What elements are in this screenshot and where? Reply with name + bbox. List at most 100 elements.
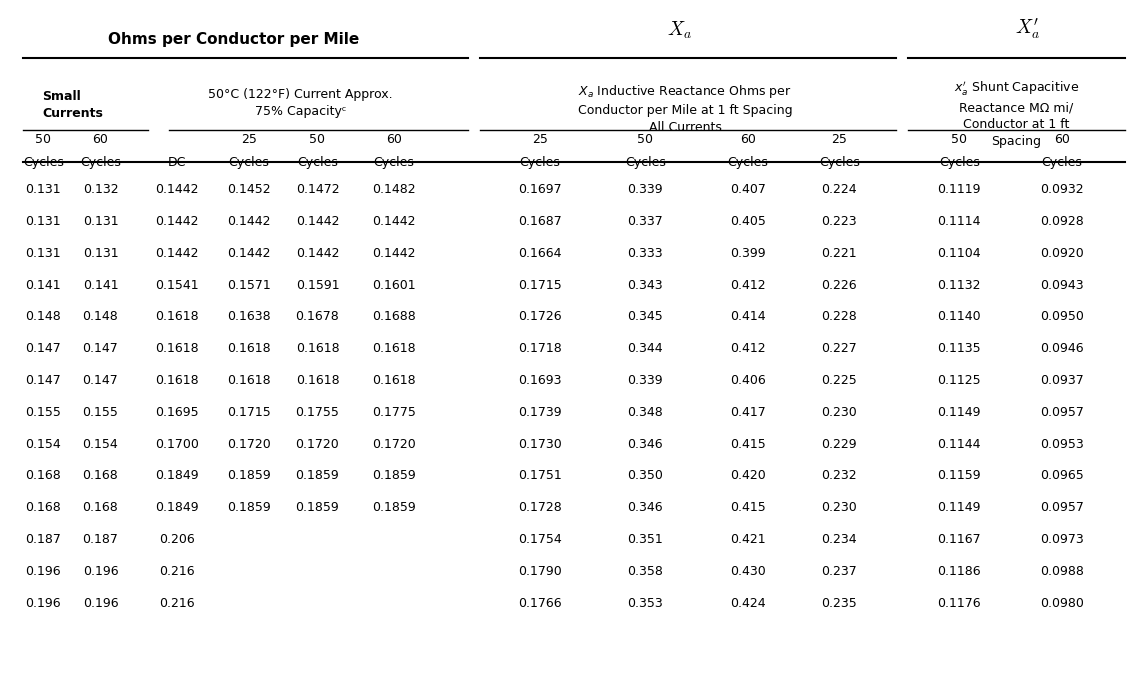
Text: 0.224: 0.224 [821,183,858,196]
Text: 0.1751: 0.1751 [518,469,562,483]
Text: 0.1618: 0.1618 [372,374,416,387]
Text: 0.147: 0.147 [82,342,119,355]
Text: 0.1678: 0.1678 [296,310,339,324]
Text: 0.430: 0.430 [730,565,766,578]
Text: 50: 50 [35,133,51,146]
Text: 0.225: 0.225 [821,374,858,387]
Text: 0.216: 0.216 [159,596,195,610]
Text: 0.1618: 0.1618 [155,342,199,355]
Text: Small
Currents: Small Currents [42,90,103,120]
Text: $X_a$: $X_a$ [667,20,692,41]
Text: 0.1601: 0.1601 [372,278,416,292]
Text: 0.168: 0.168 [25,469,62,483]
Text: 50: 50 [951,133,967,146]
Text: 0.1688: 0.1688 [372,310,416,324]
Text: 0.1775: 0.1775 [372,406,416,419]
Text: 0.1695: 0.1695 [155,406,199,419]
Text: 0.196: 0.196 [25,596,62,610]
Text: 0.0957: 0.0957 [1040,501,1084,515]
Text: 0.141: 0.141 [25,278,62,292]
Text: 0.230: 0.230 [821,406,858,419]
Text: 0.1149: 0.1149 [938,406,981,419]
Text: 0.346: 0.346 [627,437,664,451]
Text: 0.1144: 0.1144 [938,437,981,451]
Text: Cycles: Cycles [520,156,561,169]
Text: 0.232: 0.232 [821,469,858,483]
Text: 0.1442: 0.1442 [155,215,199,228]
Text: 0.337: 0.337 [627,215,664,228]
Text: 0.1859: 0.1859 [372,469,416,483]
Text: 0.230: 0.230 [821,501,858,515]
Text: 0.235: 0.235 [821,596,858,610]
Text: 0.0946: 0.0946 [1040,342,1084,355]
Text: 0.0943: 0.0943 [1040,278,1084,292]
Text: 0.1790: 0.1790 [518,565,562,578]
Text: Cycles: Cycles [939,156,980,169]
Text: 0.141: 0.141 [82,278,119,292]
Text: 0.0928: 0.0928 [1040,215,1084,228]
Text: 0.1114: 0.1114 [938,215,981,228]
Text: 60: 60 [1054,133,1070,146]
Text: 0.1715: 0.1715 [227,406,271,419]
Text: DC: DC [168,156,186,169]
Text: 0.0937: 0.0937 [1040,374,1084,387]
Text: 0.1186: 0.1186 [938,565,981,578]
Text: 0.168: 0.168 [82,501,119,515]
Text: 60: 60 [386,133,402,146]
Text: 0.1638: 0.1638 [227,310,271,324]
Text: 0.187: 0.187 [25,533,62,546]
Text: 0.131: 0.131 [25,246,62,260]
Text: 0.351: 0.351 [627,533,664,546]
Text: 0.1149: 0.1149 [938,501,981,515]
Text: 0.154: 0.154 [25,437,62,451]
Text: 0.155: 0.155 [82,406,119,419]
Text: 0.1664: 0.1664 [518,246,562,260]
Text: 0.1693: 0.1693 [518,374,562,387]
Text: 0.1119: 0.1119 [938,183,981,196]
Text: 0.1176: 0.1176 [938,596,981,610]
Text: 0.415: 0.415 [730,501,766,515]
Text: 0.1125: 0.1125 [938,374,981,387]
Text: 0.1618: 0.1618 [227,342,271,355]
Text: $X_a'$: $X_a'$ [1015,16,1040,41]
Text: 0.1700: 0.1700 [155,437,199,451]
Text: 0.350: 0.350 [627,469,664,483]
Text: 0.154: 0.154 [82,437,119,451]
Text: 0.0988: 0.0988 [1040,565,1084,578]
Text: 0.348: 0.348 [627,406,664,419]
Text: 0.415: 0.415 [730,437,766,451]
Text: 0.227: 0.227 [821,342,858,355]
Text: 0.229: 0.229 [821,437,858,451]
Text: 0.1442: 0.1442 [372,215,416,228]
Text: 0.1541: 0.1541 [155,278,199,292]
Text: 0.147: 0.147 [25,342,62,355]
Text: 0.1618: 0.1618 [296,374,339,387]
Text: 0.1472: 0.1472 [296,183,339,196]
Text: 0.399: 0.399 [730,246,766,260]
Text: 50: 50 [637,133,653,146]
Text: 0.196: 0.196 [82,596,119,610]
Text: 0.132: 0.132 [82,183,119,196]
Text: 0.424: 0.424 [730,596,766,610]
Text: 50: 50 [309,133,325,146]
Text: $x_a'$ Shunt Capacitive
Reactance MΩ mi/
Conductor at 1 ft
Spacing: $x_a'$ Shunt Capacitive Reactance MΩ mi/… [954,79,1079,148]
Text: 0.196: 0.196 [82,565,119,578]
Text: 0.147: 0.147 [25,374,62,387]
Text: Ohms per Conductor per Mile: Ohms per Conductor per Mile [108,32,360,47]
Text: 0.131: 0.131 [82,246,119,260]
Text: 0.1442: 0.1442 [227,215,271,228]
Text: 0.1715: 0.1715 [518,278,562,292]
Text: 0.1720: 0.1720 [227,437,271,451]
Text: 0.1687: 0.1687 [518,215,562,228]
Text: 0.333: 0.333 [627,246,664,260]
Text: 0.1159: 0.1159 [938,469,981,483]
Text: 0.0980: 0.0980 [1040,596,1084,610]
Text: 0.1135: 0.1135 [938,342,981,355]
Text: 0.358: 0.358 [627,565,664,578]
Text: 0.226: 0.226 [821,278,858,292]
Text: 0.1571: 0.1571 [227,278,271,292]
Text: Cycles: Cycles [373,156,415,169]
Text: 0.0957: 0.0957 [1040,406,1084,419]
Text: 0.1755: 0.1755 [296,406,339,419]
Text: 0.0965: 0.0965 [1040,469,1084,483]
